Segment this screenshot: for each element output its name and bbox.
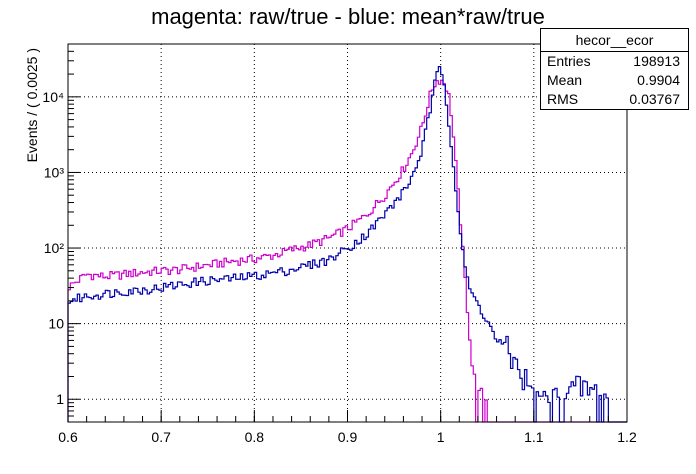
stats-value: 0.9904	[637, 72, 680, 88]
x-tick-label: 0.6	[58, 429, 78, 445]
x-tick-label: 1.1	[524, 429, 544, 445]
series-line-blue	[67, 66, 627, 423]
stats-row-rms: RMS 0.03767	[541, 90, 688, 109]
y-tick-label: 10³	[44, 164, 65, 180]
stats-box: hecor__ecor Entries 198913 Mean 0.9904 R…	[540, 28, 689, 110]
stats-row-entries: Entries 198913	[541, 52, 688, 71]
stats-box-title: hecor__ecor	[541, 29, 688, 52]
x-tick-label: 1.2	[617, 429, 637, 445]
chart-title: magenta: raw/true - blue: mean*raw/true	[151, 4, 545, 29]
stats-value: 0.03767	[629, 91, 680, 107]
stats-value: 198913	[633, 53, 680, 69]
x-tick-label: 0.8	[245, 429, 265, 445]
x-tick-label: 0.7	[151, 429, 171, 445]
stats-label: RMS	[547, 91, 579, 107]
y-axis: 1 10 10² 10³ 10⁴	[42, 43, 80, 423]
y-tick-label: 10⁴	[42, 89, 64, 105]
y-tick-label: 1	[56, 391, 64, 407]
y-tick-label: 10²	[44, 240, 65, 256]
stats-label: Entries	[547, 53, 591, 69]
x-tick-label: 0.9	[338, 429, 358, 445]
y-tick-label: 10	[48, 316, 64, 332]
x-axis: 0.6 0.7 0.8 0.9 1 1.1 1.2	[58, 410, 637, 445]
series-layer	[67, 66, 627, 423]
x-tick-label: 1	[437, 429, 445, 445]
y-axis-label: Events / ( 0.0025 )	[24, 48, 40, 162]
stats-row-mean: Mean 0.9904	[541, 71, 688, 90]
stats-label: Mean	[547, 72, 583, 88]
series-line-magenta	[67, 79, 627, 423]
